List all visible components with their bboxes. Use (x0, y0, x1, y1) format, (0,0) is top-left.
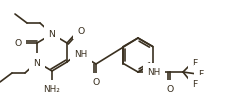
Text: O: O (166, 85, 173, 94)
Text: NH: NH (74, 50, 87, 59)
Text: F: F (191, 58, 197, 67)
Text: N: N (33, 58, 40, 67)
Text: NH₂: NH₂ (43, 85, 60, 94)
Text: F: F (197, 70, 203, 79)
Text: N: N (48, 30, 55, 39)
Text: O: O (77, 26, 84, 35)
Text: O: O (92, 78, 99, 87)
Text: O: O (14, 39, 22, 48)
Text: NH: NH (147, 68, 160, 77)
Text: F: F (191, 80, 197, 89)
